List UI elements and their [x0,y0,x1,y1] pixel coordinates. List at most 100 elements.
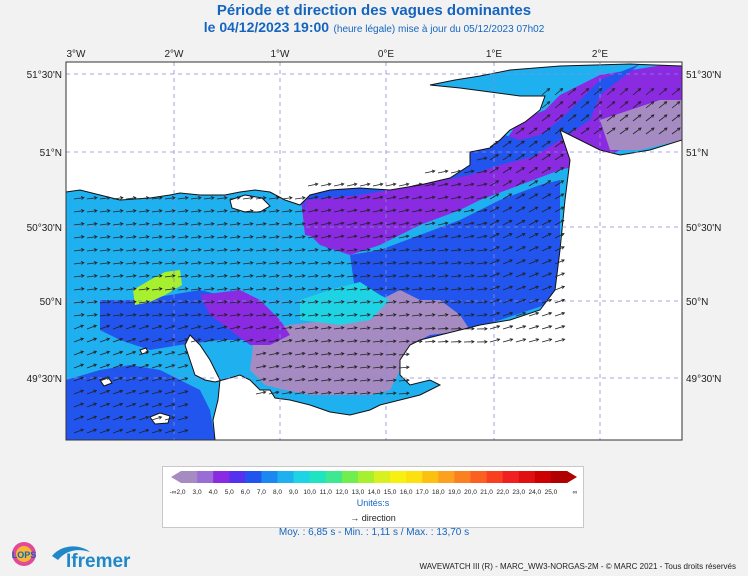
direction-arrow [346,196,357,200]
colorbar-min-tip [171,471,181,483]
direction-arrow [554,101,564,109]
direction-arrow [255,288,266,291]
direction-arrow-head [366,274,371,278]
direction-arrow [476,314,487,317]
direction-arrow [489,325,500,330]
direction-arrow [580,114,590,122]
direction-arrow-head [106,337,111,342]
direction-arrow-head [106,274,111,278]
direction-arrow-head [431,208,436,213]
direction-arrow [151,429,162,434]
direction-arrow-head [521,167,526,171]
direction-arrow-head [119,324,124,329]
direction-arrow [398,301,409,304]
direction-arrow-head [444,195,449,200]
direction-arrow-head [585,87,590,92]
direction-arrow [463,196,474,200]
direction-arrow [99,223,110,226]
colorbar: -∞ 2,0 3,0 4,0 5,0 6,0 7,0 8,0 9,0 10,0 11,0 12,0 13… [170,471,578,496]
direction-arrow [151,301,162,304]
direction-arrow [541,299,552,304]
direction-arrow-head [158,416,163,420]
zone-purple-channel [305,155,560,255]
direction-arrow-head [262,390,267,395]
direction-arrow-head [366,300,371,304]
direction-arrow [229,314,240,317]
direction-arrow-head [405,274,410,278]
direction-arrow-head [249,287,254,291]
direction-arrow [541,127,551,135]
direction-arrow-head [483,261,488,265]
direction-arrow [450,222,461,226]
direction-arrow-head [406,365,410,370]
direction-arrow-head [184,377,189,381]
direction-arrow-head [106,324,111,329]
direction-arrow [489,220,500,226]
direction-arrow-head [301,196,306,200]
direction-arrow [424,249,435,252]
direction-arrow-head [132,313,137,317]
direction-arrow [437,328,449,330]
direction-arrow-head [521,233,526,237]
direction-arrow-head [106,389,111,394]
colorbar-cell [341,471,359,483]
direction-arrow-head [379,274,384,278]
direction-arrow-head [158,209,163,213]
direction-arrow [190,288,201,291]
direction-arrow [476,183,487,187]
direction-arrow [216,339,227,343]
direction-arrow [307,391,318,395]
update-note: (heure légale) mise à jour du 05/12/2023… [333,24,545,35]
direction-arrow [73,197,84,200]
direction-arrow-head [546,87,551,92]
direction-arrow-head [197,196,202,200]
direction-arrow [73,262,84,265]
direction-arrow [424,170,435,174]
direction-arrow-head [470,182,475,187]
direction-arrow-head [598,114,603,118]
direction-arrow [554,299,565,304]
direction-arrow-head [236,287,241,291]
direction-arrow-head [366,195,371,200]
direction-arrow [125,236,136,239]
direction-arrow-head [366,391,371,395]
graticule [66,62,682,440]
direction-arrow [112,249,123,252]
direction-arrow [73,428,84,434]
direction-arrow-head [301,377,306,382]
direction-arrow [255,236,266,239]
direction-arrow-head [353,248,358,252]
direction-arrow-head [585,101,590,105]
direction-arrow [99,314,110,317]
direction-arrow-head [535,285,540,289]
direction-arrow-head [625,127,629,131]
direction-arrow [255,301,266,304]
direction-arrow [151,249,162,252]
direction-arrow [177,249,188,252]
direction-arrow [86,314,97,317]
direction-arrow [86,377,97,382]
direction-arrow [229,210,240,213]
direction-arrow-head [534,193,539,197]
direction-arrow [359,288,370,291]
direction-arrow-head [561,285,566,289]
direction-arrow-head [340,300,345,304]
direction-arrow [229,223,240,226]
direction-arrow [242,326,253,330]
direction-arrow [164,236,175,239]
direction-arrow-head [677,127,681,131]
direction-arrow-head [80,363,85,367]
direction-arrow-head [508,233,513,237]
direction-arrow-head [495,233,500,237]
direction-arrow-head [418,182,423,187]
direction-arrow-head [432,339,436,344]
direction-arrow-head [327,391,332,395]
direction-arrow [242,236,253,239]
direction-arrow [255,262,266,265]
direction-arrow-head [547,193,552,197]
direction-arrow-head [496,272,501,276]
direction-arrow-head [483,313,488,317]
direction-arrow-head [444,234,449,239]
direction-arrow-head [457,261,462,265]
direction-arrow-head [301,313,306,317]
